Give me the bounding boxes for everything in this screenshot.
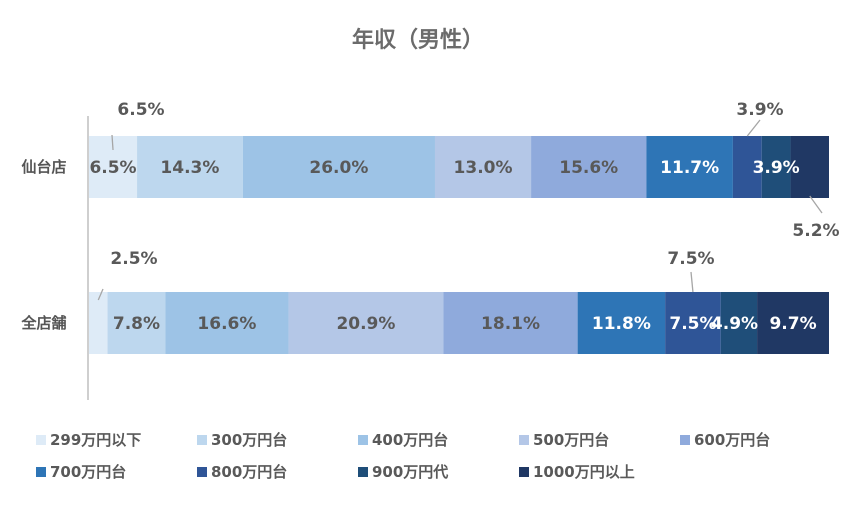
data-label: 15.6%: [559, 158, 618, 178]
legend: 299万円以下 300万円台 400万円台 500万円台 600万円台 700万円台 800…: [36, 431, 770, 481]
legend-label: 600万円台: [694, 431, 770, 449]
leader-line: [809, 195, 823, 214]
legend-label: 500万円台: [533, 431, 609, 449]
leader-line: [746, 119, 761, 137]
data-label: 6.5%: [117, 100, 164, 120]
legend-label: 1000万円以上: [533, 463, 635, 481]
leader-line: [111, 134, 114, 151]
data-label: 11.7%: [660, 158, 719, 178]
bar-segment: [577, 292, 666, 354]
legend-swatch: [197, 435, 207, 445]
legend-label: 400万円台: [372, 431, 448, 449]
data-label: 20.9%: [336, 314, 395, 334]
legend-swatch: [680, 435, 690, 445]
legend-label: 900万円代: [372, 463, 448, 481]
leader-line: [97, 288, 104, 301]
data-label: 18.1%: [481, 314, 540, 334]
bar-segment: [720, 292, 758, 354]
legend-swatch: [358, 467, 368, 477]
bar-segment: [732, 136, 762, 198]
legend-label: 800万円台: [211, 463, 287, 481]
bar-segment: [531, 136, 647, 198]
legend-label: 700万円台: [50, 463, 126, 481]
data-label: 26.0%: [309, 158, 368, 178]
bar-segment: [761, 136, 791, 198]
data-label: 9.7%: [769, 314, 816, 334]
bar-segment: [757, 292, 829, 354]
data-label: 3.9%: [736, 100, 783, 120]
data-label: 11.8%: [592, 314, 651, 334]
bar-segment: [107, 292, 166, 354]
data-label: 4.9%: [711, 314, 758, 334]
bar-segment: [443, 292, 578, 354]
legend-label: 300万円台: [211, 431, 287, 449]
labels-group: 仙台店 6.5% 14.3% 26.0% 13.0% 15.6% 11.7% 6.5% 3.9%…: [20, 100, 839, 334]
legend-label: 299万円以下: [50, 431, 141, 449]
bar-segment: [646, 136, 733, 198]
chart-title: 年収（男性）: [352, 27, 484, 53]
data-label: 13.0%: [454, 158, 513, 178]
legend-swatch: [36, 435, 46, 445]
legend-swatch: [36, 467, 46, 477]
bar-segment: [790, 136, 829, 198]
legend-swatch: [358, 435, 368, 445]
category-label: 全店舗: [20, 314, 66, 332]
bar-segment: [665, 292, 721, 354]
category-label: 仙台店: [21, 158, 66, 176]
bars-group: [89, 136, 829, 354]
data-label: 3.9%: [753, 158, 800, 178]
bar-segment: [137, 136, 243, 198]
data-label: 7.5%: [667, 249, 714, 269]
data-label: 2.5%: [110, 249, 157, 269]
data-label: 5.2%: [792, 221, 839, 241]
data-label: 16.6%: [197, 314, 256, 334]
bar-segment: [242, 136, 435, 198]
legend-swatch: [519, 435, 529, 445]
data-label: 6.5%: [89, 158, 136, 178]
bar-segment: [165, 292, 289, 354]
bar-segment: [434, 136, 532, 198]
bar-segment: [89, 292, 108, 354]
legend-swatch: [519, 467, 529, 477]
data-label: 7.8%: [113, 314, 160, 334]
legend-swatch: [197, 467, 207, 477]
data-label: 7.5%: [669, 314, 716, 334]
leader-line: [690, 271, 694, 293]
bar-segment: [288, 292, 444, 354]
data-label: 14.3%: [160, 158, 219, 178]
